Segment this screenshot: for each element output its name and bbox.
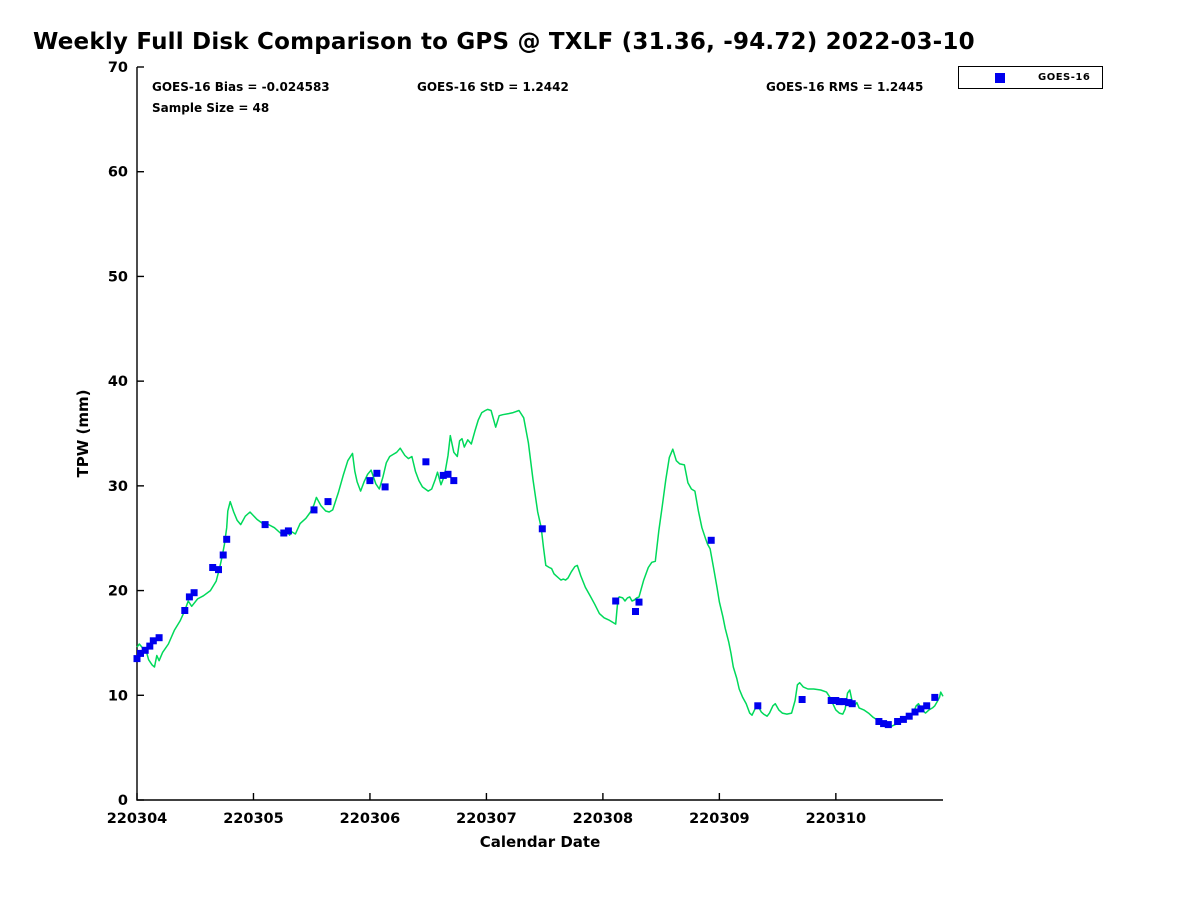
goes16-marker (181, 607, 189, 614)
goes16-marker (635, 598, 643, 606)
x-axis-label: Calendar Date (480, 833, 601, 851)
goes16-marker (444, 470, 452, 478)
goes16-marker (798, 696, 806, 703)
x-tick-label: 220308 (573, 811, 634, 827)
x-tick-label: 220310 (806, 811, 867, 827)
goes16-marker (155, 634, 163, 642)
x-tick-label: 220309 (689, 811, 750, 827)
goes16-marker (754, 702, 762, 710)
goes16-marker (381, 483, 389, 491)
y-tick-label: 0 (118, 793, 128, 809)
y-tick-label: 60 (108, 165, 128, 181)
goes16-marker (917, 705, 925, 713)
x-tick-label: 220307 (456, 811, 517, 827)
goes16-marker (219, 551, 227, 559)
goes16-marker (880, 720, 888, 728)
goes16-marker (875, 718, 883, 725)
stat-sample-size: Sample Size = 48 (152, 101, 270, 115)
goes16-marker (209, 564, 217, 571)
y-tick-label: 50 (108, 269, 128, 285)
y-tick-label: 40 (108, 374, 128, 390)
goes16-marker (835, 698, 843, 706)
legend-label-goes16: GOES-16 (1038, 72, 1091, 83)
goes16-marker (612, 597, 620, 605)
goes16-marker (324, 498, 332, 506)
legend-square-marker-icon (995, 72, 1005, 83)
goes16-marker (146, 642, 154, 650)
goes16-marker (133, 655, 141, 663)
goes16-marker (310, 506, 318, 514)
goes16-marker (439, 471, 447, 479)
goes16-marker (923, 702, 931, 710)
goes16-marker (280, 529, 288, 537)
y-axis: 0 10 20 30 40 50 60 70 (108, 60, 144, 809)
goes16-marker (632, 608, 639, 615)
goes16-marker (450, 477, 458, 485)
goes16-marker (284, 527, 292, 535)
goes16-marker (137, 649, 144, 657)
goes16-marker (141, 646, 149, 654)
goes16-marker (261, 521, 269, 529)
goes16-marker (538, 525, 546, 533)
y-tick-label: 10 (108, 688, 128, 704)
stat-bias: GOES-16 Bias = -0.024583 (152, 80, 330, 94)
y-tick-label: 20 (108, 584, 128, 600)
x-tick-label: 220304 (107, 811, 168, 827)
x-tick-label: 220306 (340, 811, 401, 827)
goes16-marker (905, 712, 913, 720)
goes16-marker (422, 458, 430, 466)
y-tick-label: 30 (108, 479, 128, 495)
goes16-marker (840, 698, 848, 706)
goes16-marker (190, 589, 198, 597)
goes16-marker (149, 637, 157, 645)
goes16-marker (373, 469, 381, 477)
goes16-marker (911, 708, 919, 716)
goes16-marker (899, 715, 907, 723)
goes16-marker (707, 536, 715, 544)
stat-std: GOES-16 StD = 1.2442 (417, 80, 569, 94)
goes16-marker (215, 566, 222, 574)
goes16-marker (894, 718, 902, 725)
goes16-marker (185, 593, 193, 601)
chart-title: Weekly Full Disk Comparison to GPS @ TXL… (33, 29, 975, 55)
stat-rms: GOES-16 RMS = 1.2445 (766, 80, 924, 94)
legend: GOES-16 (958, 66, 1103, 89)
goes16-marker (884, 721, 892, 729)
goes16-marker (931, 693, 939, 701)
y-axis-label: TPW (mm) (74, 390, 92, 478)
goes16-marker (827, 697, 835, 704)
goes16-marker (223, 535, 231, 543)
gps-line (136, 408, 944, 728)
goes16-markers (133, 458, 939, 729)
goes16-marker (848, 700, 856, 708)
x-tick-label: 220305 (223, 811, 284, 827)
x-axis: 220304 220305 220306 220307 220308 220309 2203… (107, 793, 866, 827)
goes16-marker (366, 477, 374, 485)
y-tick-label: 70 (108, 60, 128, 76)
